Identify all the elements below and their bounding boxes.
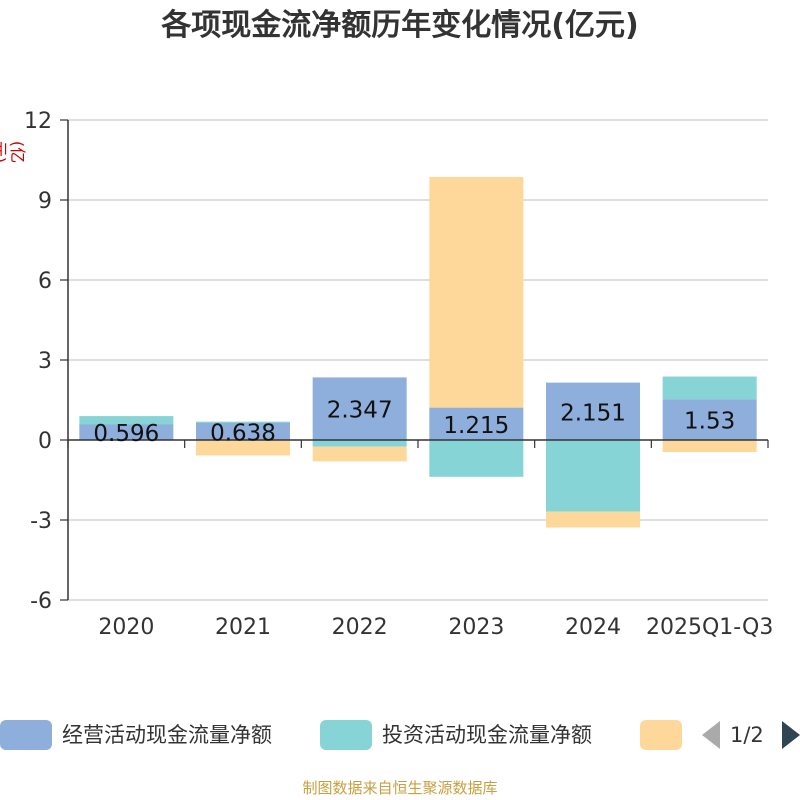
bar-segment-3 bbox=[196, 440, 290, 456]
bar-segment-1 bbox=[662, 399, 757, 440]
x-category-label: 2021 bbox=[215, 615, 271, 640]
y-tick-label: 9 bbox=[38, 189, 52, 214]
x-category-label: 2022 bbox=[332, 615, 388, 640]
y-tick-label: -3 bbox=[30, 509, 52, 534]
y-tick-label: 12 bbox=[24, 109, 52, 134]
x-category-label: 2025Q1-Q3 bbox=[646, 615, 773, 640]
chart-area: 12 9 6 3 0 -3 -6 2020 2021 2022 2023 2024 2025Q1-Q3 0… bbox=[24, 109, 773, 640]
legend-label-operating: 经营活动现金流量净额 bbox=[62, 723, 272, 747]
bar-segment-2 bbox=[662, 376, 757, 400]
legend: 经营活动现金流量净额 投资活动现金流量净额 1/2 bbox=[0, 712, 800, 758]
bar-segment-2 bbox=[196, 421, 290, 423]
data-source-note: 制图数据来自恒生聚源数据库 bbox=[302, 779, 498, 797]
bar-segment-1 bbox=[79, 424, 174, 440]
legend-prev-page-icon[interactable] bbox=[702, 721, 720, 749]
bar-value-label: 0.596 bbox=[93, 421, 159, 447]
bar-value-label: 0.638 bbox=[210, 420, 276, 446]
bar-segment-3 bbox=[429, 176, 524, 408]
legend-page-indicator: 1/2 bbox=[730, 723, 764, 747]
bar-value-label: 2.347 bbox=[327, 398, 393, 424]
bar-value-label: 1.53 bbox=[684, 409, 735, 435]
bar-segment-2 bbox=[79, 416, 174, 425]
bar-segment-2 bbox=[312, 440, 407, 447]
legend-swatch-operating bbox=[0, 720, 52, 750]
x-category-label: 2023 bbox=[448, 615, 504, 640]
bar-segment-1 bbox=[429, 407, 524, 440]
chart-title: 各项现金流净额历年变化情况(亿元) bbox=[161, 8, 639, 43]
bar-segment-3 bbox=[662, 440, 757, 452]
bar-segment-3 bbox=[312, 446, 407, 462]
legend-swatch-financing bbox=[640, 720, 682, 750]
bar-segment-1 bbox=[546, 382, 640, 440]
y-tick-label: 0 bbox=[38, 429, 52, 454]
x-category-label: 2020 bbox=[98, 615, 154, 640]
legend-swatch-investing bbox=[320, 720, 372, 750]
y-tick-label: 3 bbox=[38, 349, 52, 374]
bar-segment-1 bbox=[312, 377, 407, 440]
x-category-label: 2024 bbox=[565, 615, 621, 640]
legend-label-investing: 投资活动现金流量净额 bbox=[382, 723, 592, 747]
y-tick-label: -6 bbox=[30, 589, 52, 614]
bar-segment-1 bbox=[196, 422, 290, 440]
bar-value-label: 1.215 bbox=[443, 413, 509, 439]
bar-segment-3 bbox=[546, 511, 640, 528]
y-tick-label: 6 bbox=[38, 269, 52, 294]
bar-segment-2 bbox=[546, 440, 640, 512]
bar-segment-2 bbox=[429, 440, 524, 477]
legend-next-page-icon[interactable] bbox=[782, 721, 800, 749]
bar-value-label: 2.151 bbox=[560, 400, 626, 426]
